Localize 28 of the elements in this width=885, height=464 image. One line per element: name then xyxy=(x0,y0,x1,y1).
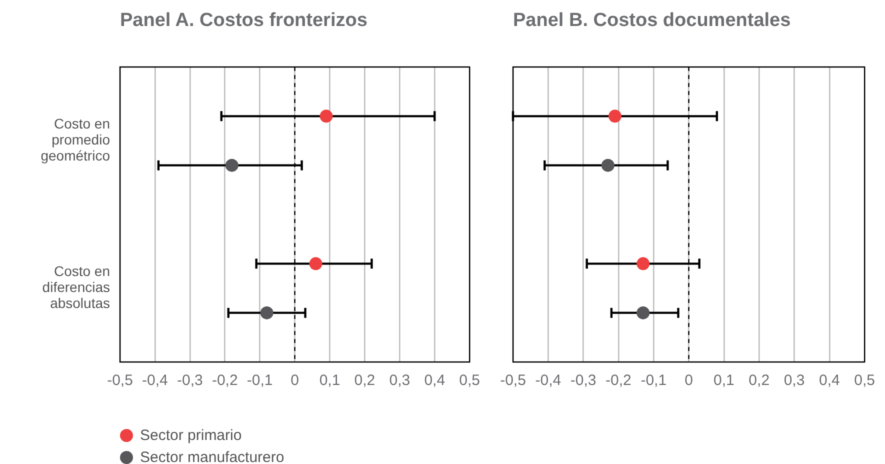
x-tick-label: -0,4 xyxy=(535,372,562,390)
x-tick-label: -0,2 xyxy=(212,372,238,390)
chart-title: Panel A. Costos fronterizos xyxy=(120,10,368,32)
y-tick-label: Costo en promedio geométrico xyxy=(40,116,110,164)
x-tick-label: 0,2 xyxy=(354,372,376,390)
x-tick-label: 0,2 xyxy=(748,372,770,390)
x-tick-label: 0 xyxy=(684,372,693,390)
x-tick-label: -0,5 xyxy=(500,372,526,390)
chart-title: Panel B. Costos documentales xyxy=(513,10,791,32)
x-tick-label: 0,1 xyxy=(319,372,340,390)
x-tick-label: 0,3 xyxy=(784,372,805,390)
x-tick-label: 0,5 xyxy=(854,372,876,390)
legend-label: Sector primario xyxy=(140,426,242,444)
x-tick-label: -0,3 xyxy=(570,372,596,390)
x-tick-label: 0,1 xyxy=(714,372,734,390)
x-tick-label: 0 xyxy=(290,372,299,390)
x-tick-label: 0,4 xyxy=(424,372,446,390)
x-tick-label: -0,3 xyxy=(176,372,203,390)
legend-label: Sector manufacturero xyxy=(140,448,284,464)
x-tick-label: -0,5 xyxy=(107,372,133,390)
x-tick-label: 0,3 xyxy=(389,372,410,390)
x-tick-label: -0,1 xyxy=(246,372,273,390)
x-tick-label: 0,5 xyxy=(459,372,480,390)
x-tick-label: -0,2 xyxy=(606,372,632,390)
x-tick-label: -0,4 xyxy=(142,372,168,390)
y-tick-label: Costo en diferencias absolutas xyxy=(42,263,110,312)
x-tick-label: -0,1 xyxy=(640,372,667,390)
x-tick-label: 0,4 xyxy=(818,372,840,390)
